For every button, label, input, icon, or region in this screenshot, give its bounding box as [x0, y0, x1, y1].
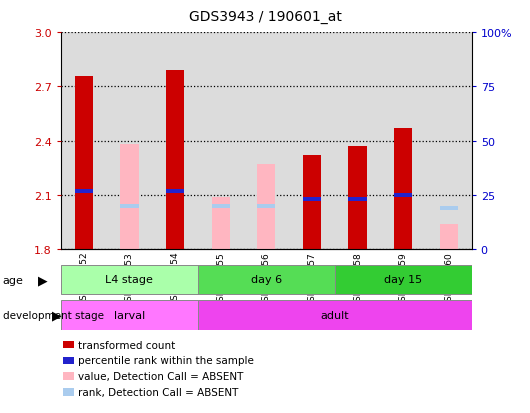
- Text: larval: larval: [114, 310, 145, 320]
- Bar: [257, 204, 276, 209]
- Text: day 15: day 15: [384, 275, 422, 285]
- Bar: [381, 33, 426, 250]
- Text: percentile rank within the sample: percentile rank within the sample: [78, 356, 254, 366]
- Bar: [335, 33, 381, 250]
- Text: L4 stage: L4 stage: [105, 275, 153, 285]
- Bar: [289, 33, 335, 250]
- Bar: [257, 165, 276, 250]
- Bar: [394, 129, 412, 250]
- Text: transformed count: transformed count: [78, 340, 175, 350]
- Bar: [120, 145, 138, 250]
- Text: age: age: [3, 275, 23, 285]
- Bar: [152, 33, 198, 250]
- Bar: [349, 147, 367, 250]
- Bar: [61, 33, 107, 250]
- Bar: [335, 265, 472, 295]
- Bar: [394, 194, 412, 198]
- Bar: [198, 300, 472, 330]
- Bar: [349, 198, 367, 202]
- Bar: [303, 198, 321, 202]
- Text: adult: adult: [321, 310, 349, 320]
- Bar: [198, 265, 335, 295]
- Bar: [440, 206, 458, 211]
- Bar: [75, 76, 93, 250]
- Bar: [198, 33, 243, 250]
- Bar: [166, 189, 184, 193]
- Bar: [211, 204, 230, 209]
- Bar: [107, 33, 152, 250]
- Bar: [440, 225, 458, 250]
- Bar: [61, 300, 198, 330]
- Bar: [243, 33, 289, 250]
- Text: rank, Detection Call = ABSENT: rank, Detection Call = ABSENT: [78, 387, 239, 397]
- Text: day 6: day 6: [251, 275, 282, 285]
- Text: ▶: ▶: [52, 309, 61, 322]
- Text: value, Detection Call = ABSENT: value, Detection Call = ABSENT: [78, 371, 244, 381]
- Text: GDS3943 / 190601_at: GDS3943 / 190601_at: [189, 10, 341, 24]
- Bar: [120, 204, 138, 209]
- Bar: [426, 33, 472, 250]
- Bar: [61, 265, 198, 295]
- Bar: [75, 189, 93, 193]
- Bar: [303, 156, 321, 250]
- Text: development stage: development stage: [3, 310, 104, 320]
- Bar: [211, 197, 230, 250]
- Bar: [166, 71, 184, 250]
- Text: ▶: ▶: [38, 273, 48, 287]
